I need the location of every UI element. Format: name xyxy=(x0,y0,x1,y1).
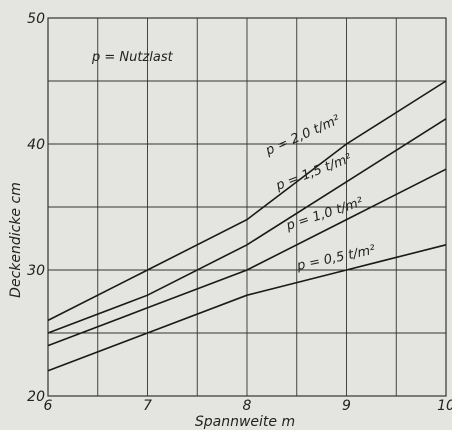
series-line-3 xyxy=(47,244,447,372)
series-line-2 xyxy=(47,168,447,347)
x-tick-label: 7 xyxy=(143,398,152,414)
x-tick-label: 10 xyxy=(437,398,452,414)
series-line-0 xyxy=(47,80,447,322)
series-label-0: p = 2,0 t/m² xyxy=(263,113,343,159)
series-labels: p = 2,0 t/m²p = 1,5 t/m²p = 1,0 t/m²p = … xyxy=(263,113,377,275)
grid xyxy=(47,17,447,397)
x-tick-label: 6 xyxy=(44,398,53,414)
x-tick-label: 9 xyxy=(342,398,351,414)
x-axis-label: Spannweite m xyxy=(195,414,295,430)
y-tick-label: 30 xyxy=(27,263,45,279)
y-tick-label: 40 xyxy=(27,137,45,153)
series-lines xyxy=(47,80,447,372)
x-tick-label: 8 xyxy=(243,398,252,414)
series-line-1 xyxy=(47,118,447,334)
series-label-3: p = 0,5 t/m² xyxy=(295,243,377,274)
y-axis-label: Deckendicke cm xyxy=(8,182,24,298)
y-tick-label: 20 xyxy=(27,389,45,405)
series-label-1: p = 1,5 t/m² xyxy=(273,151,354,194)
annotation-nutzlast: p = Nutzlast xyxy=(91,50,174,65)
tick-labels: 6 7 8 9 10 20 30 40 50 xyxy=(27,11,452,414)
y-tick-label: 50 xyxy=(27,11,45,27)
